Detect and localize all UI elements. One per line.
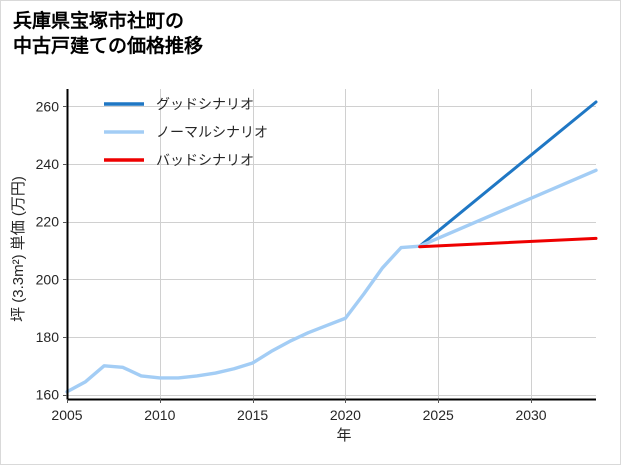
legend-label-1: ノーマルシナリオ [156,124,268,140]
y-axis-title: 坪 (3.3m²) 単価 (万円) [10,176,27,322]
x-tick-label: 2025 [423,407,454,423]
series-line-0 [418,100,598,248]
y-tick-label: 260 [36,98,60,114]
y-tick-label: 160 [36,387,60,403]
y-tick-label: 180 [36,329,60,345]
x-tick-label: 2005 [51,407,82,423]
y-tick-label: 200 [36,271,60,287]
x-axis-title: 年 [336,427,351,444]
series-line-1 [65,168,598,394]
x-tick-label: 2020 [330,407,361,423]
series-line-2 [418,236,598,249]
page-title: 兵庫県宝塚市社町の 中古戸建ての価格推移 [13,11,204,58]
legend-label-0: グッドシナリオ [156,96,254,112]
x-tick-label: 2015 [237,407,268,423]
x-tick-label: 2010 [144,407,175,423]
y-tick-label: 240 [36,156,60,172]
x-tick-label: 2030 [515,407,546,423]
legend-label-2: バッドシナリオ [156,152,254,168]
x-tick-labels: 2005 2010 2015 2020 2025 2030 [51,399,547,423]
series-lines [65,100,598,394]
y-gridlines [67,106,596,396]
y-tick-label: 220 [36,214,60,230]
axis-lines [66,89,596,401]
y-tick-labels: 160 180 200 220 240 260 [36,98,67,403]
